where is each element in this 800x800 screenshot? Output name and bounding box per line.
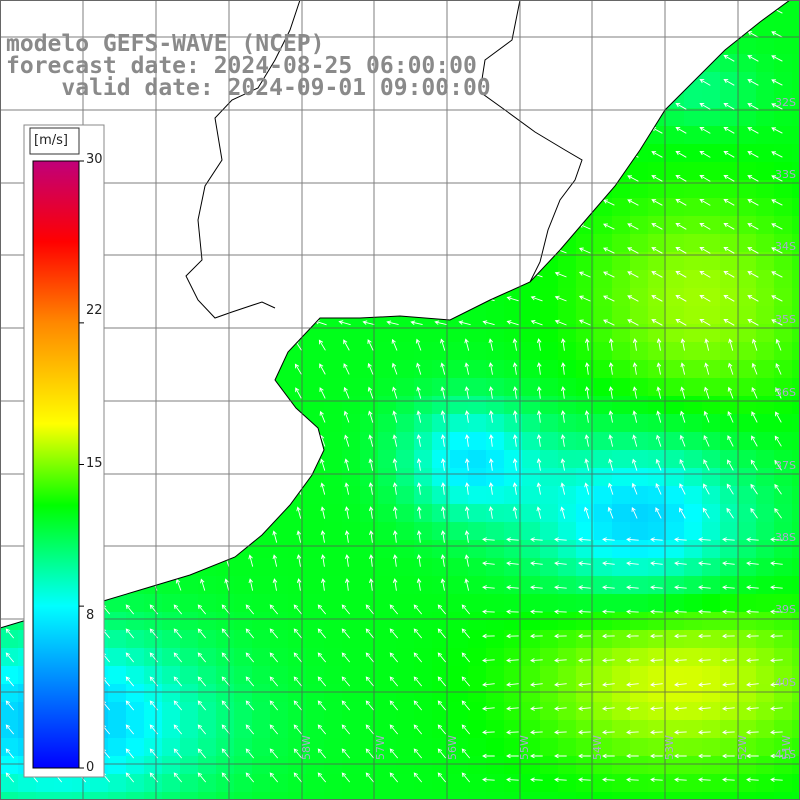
colorbar-unit-box bbox=[29, 127, 80, 155]
colorbar-tick-30: 30 bbox=[86, 152, 103, 167]
lat-label-35s: 35S bbox=[775, 313, 796, 326]
colorbar-tick-8: 8 bbox=[86, 608, 95, 623]
lon-label-52w: 52W bbox=[736, 735, 749, 760]
coastline bbox=[0, 0, 800, 629]
border-line-east bbox=[479, 0, 583, 283]
lat-label-36s: 36S bbox=[775, 386, 796, 399]
title-model: modelo GEFS-WAVE (NCEP) bbox=[6, 31, 325, 57]
colorbar-tick-15: 15 bbox=[86, 456, 103, 471]
lat-label-38s: 38S bbox=[775, 531, 796, 544]
lat-label-37s: 37S bbox=[775, 459, 796, 472]
title-valid-date: valid date: 2024-09-01 09:00:00 bbox=[6, 75, 491, 101]
title-forecast-date: forecast date: 2024-08-25 06:00:00 bbox=[6, 53, 477, 79]
border-line-west bbox=[185, 0, 301, 319]
colorbar-unit: [m/s] bbox=[34, 133, 68, 148]
lon-label-55w: 55W bbox=[518, 735, 531, 760]
colorbar bbox=[32, 160, 80, 769]
lat-label-39s: 39S bbox=[775, 603, 796, 616]
lon-label-58w: 58W bbox=[300, 735, 313, 760]
lat-label-40s: 40S bbox=[775, 676, 796, 689]
lat-label-41s: 41S bbox=[775, 748, 796, 761]
colorbar-tick-22: 22 bbox=[86, 303, 103, 318]
lat-label-32s: 32S bbox=[775, 96, 796, 109]
lon-label-51w: 51W bbox=[780, 735, 793, 760]
lon-label-56w: 56W bbox=[446, 735, 459, 760]
lon-label-54w: 54W bbox=[591, 735, 604, 760]
lat-label-34s: 34S bbox=[775, 240, 796, 253]
lon-label-57w: 57W bbox=[374, 735, 387, 760]
lon-label-53w: 53W bbox=[663, 735, 676, 760]
lat-label-33s: 33S bbox=[775, 168, 796, 181]
colorbar-tick-0: 0 bbox=[86, 760, 95, 775]
